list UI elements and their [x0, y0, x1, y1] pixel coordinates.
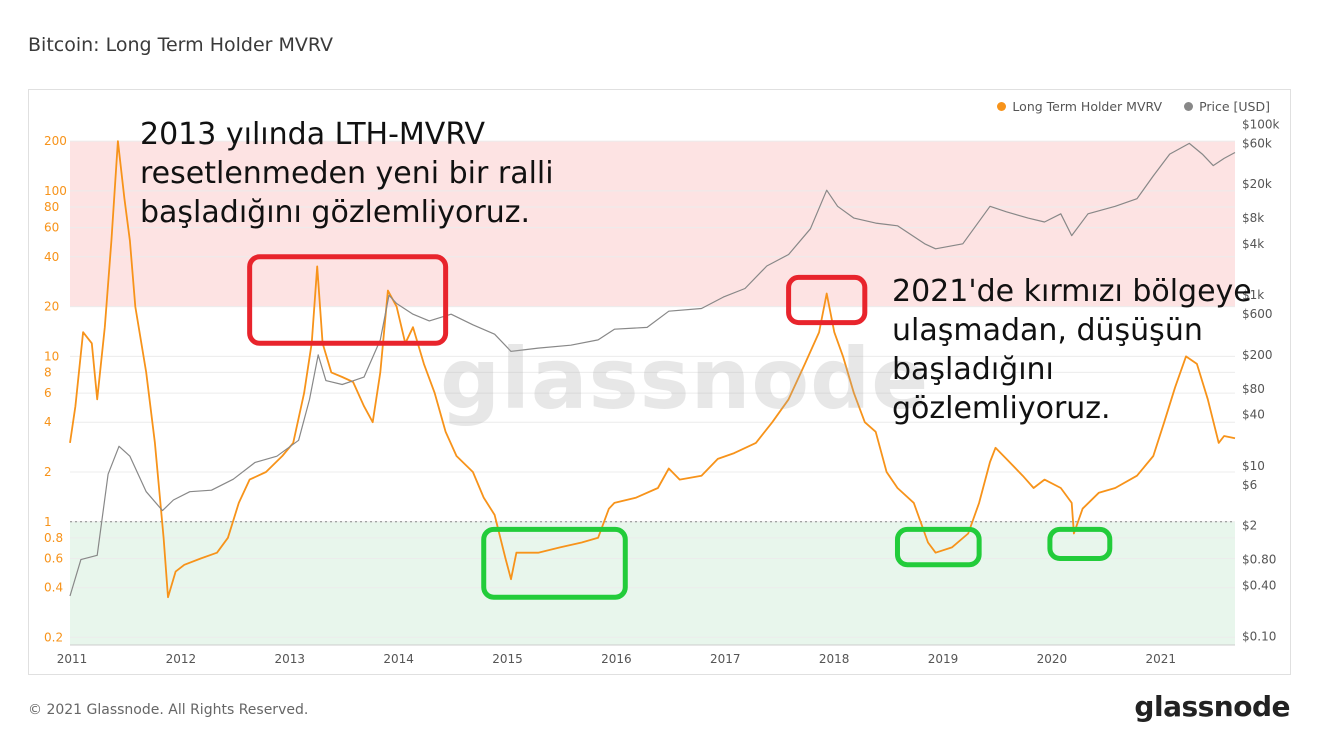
annotation-2013-line-2: resetlenmeden yeni bir ralli — [140, 156, 554, 191]
x-tick-label: 2011 — [57, 652, 88, 666]
left-tick-label: 0.8 — [44, 531, 63, 545]
chart-frame — [28, 89, 1291, 675]
x-tick-label: 2012 — [166, 652, 197, 666]
footer-copyright: © 2021 Glassnode. All Rights Reserved. — [28, 702, 309, 718]
zone-red — [70, 141, 1235, 307]
right-tick-label: $60k — [1242, 136, 1272, 150]
green-box-2020 — [1047, 526, 1113, 561]
left-tick-label: 1 — [44, 515, 52, 529]
left-tick-label: 4 — [44, 415, 52, 429]
legend-dot-mvrv — [997, 102, 1007, 111]
x-tick-label: 2020 — [1037, 652, 1068, 666]
left-tick-label: 60 — [44, 221, 59, 235]
annotation-2013-line-3: başladığını gözlemliyoruz. — [140, 195, 530, 230]
right-tick-label: $6 — [1242, 478, 1257, 492]
right-tick-label: $0.40 — [1242, 578, 1276, 592]
x-tick-label: 2016 — [601, 652, 632, 666]
right-tick-label: $0.10 — [1242, 630, 1276, 644]
left-tick-label: 0.2 — [44, 630, 63, 644]
x-tick-label: 2017 — [710, 652, 741, 666]
legend-label-price: Price [USD] — [1199, 99, 1270, 114]
right-tick-label: $0.80 — [1242, 553, 1276, 567]
right-tick-label: $40 — [1242, 408, 1265, 422]
right-tick-label: $600 — [1242, 307, 1273, 321]
left-tick-label: 40 — [44, 250, 59, 264]
left-tick-label: 2 — [44, 465, 52, 479]
glassnode-logo[interactable]: glassnode — [1134, 690, 1290, 723]
price-line — [69, 142, 1236, 597]
annotation-2021-line-3: başladığını — [892, 352, 1054, 387]
red-box-2013 — [247, 254, 449, 346]
right-tick-label: $80 — [1242, 382, 1265, 396]
x-tick-label: 2015 — [492, 652, 523, 666]
left-tick-label: 0.4 — [44, 581, 63, 595]
left-tick-label: 80 — [44, 200, 59, 214]
annotation-2021-line-1: 2021'de kırmızı bölgeye — [892, 274, 1252, 309]
green-box-2019 — [894, 526, 982, 568]
annotation-2021: 2021'de kırmızı bölgeye ulaşmadan, düşüş… — [892, 272, 1252, 428]
left-tick-label: 100 — [44, 184, 67, 198]
right-tick-label: $200 — [1242, 348, 1273, 362]
annotation-2021-line-4: gözlemliyoruz. — [892, 391, 1111, 426]
left-tick-label: 20 — [44, 300, 59, 314]
right-tick-label: $10 — [1242, 459, 1265, 473]
red-box-2018 — [786, 274, 868, 326]
left-tick-label: 8 — [44, 365, 52, 379]
left-tick-label: 6 — [44, 386, 52, 400]
left-tick-label: 200 — [44, 134, 67, 148]
watermark: glassnode — [440, 330, 930, 428]
legend-label-mvrv: Long Term Holder MVRV — [1012, 99, 1163, 114]
annotation-2021-line-2: ulaşmadan, düşüşün — [892, 313, 1203, 348]
x-tick-label: 2018 — [819, 652, 850, 666]
page-title: Bitcoin: Long Term Holder MVRV — [28, 34, 334, 56]
legend-item-mvrv[interactable]: Long Term Holder MVRV — [997, 99, 1162, 114]
x-tick-label: 2013 — [274, 652, 305, 666]
green-box-2015 — [481, 526, 628, 600]
legend-dot-price — [1184, 102, 1194, 111]
annotation-2013-line-1: 2013 yılında LTH-MVRV — [140, 117, 486, 152]
right-tick-label: $20k — [1242, 177, 1272, 191]
right-tick-label: $4k — [1242, 237, 1264, 251]
right-tick-label: $100k — [1242, 117, 1280, 131]
right-tick-label: $8k — [1242, 211, 1264, 225]
x-tick-label: 2021 — [1146, 652, 1177, 666]
zone-green — [70, 521, 1235, 645]
left-tick-label: 0.6 — [44, 551, 63, 565]
legend-item-price[interactable]: Price [USD] — [1184, 99, 1270, 114]
mvrv-line — [69, 140, 1236, 599]
right-tick-label: $2 — [1242, 519, 1257, 533]
left-tick-label: 10 — [44, 349, 59, 363]
right-tick-label: $1k — [1242, 288, 1264, 302]
legend: Long Term Holder MVRV Price [USD] — [997, 99, 1270, 114]
annotation-2013: 2013 yılında LTH-MVRV resetlenmeden yeni… — [140, 115, 554, 232]
x-tick-label: 2014 — [383, 652, 414, 666]
x-tick-label: 2019 — [928, 652, 959, 666]
